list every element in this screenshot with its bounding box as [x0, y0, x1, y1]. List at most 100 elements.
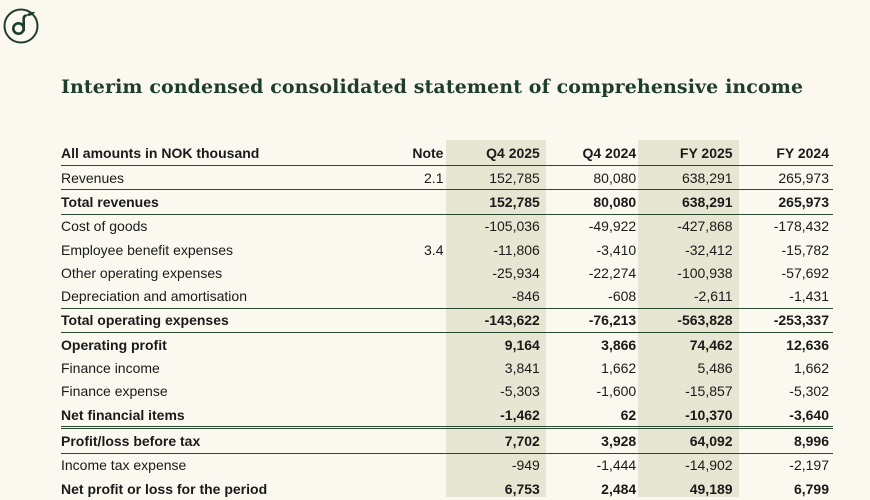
row-label: Revenues [61, 169, 125, 186]
value-q4-2024: -49,922 [543, 213, 641, 238]
table-row: Finance income 3,841 1,662 5,486 1,662 [61, 356, 833, 379]
value-q4-2025: 7,702 [447, 426, 544, 454]
value-fy-2024: -5,302 [789, 383, 829, 400]
value-q4-2024: -1,600 [596, 383, 637, 400]
value-fy-2024: -1,431 [789, 288, 829, 305]
value-q4-2024: -1,444 [543, 452, 641, 477]
value-fy-2025: 5,486 [697, 360, 733, 377]
table-row: Cost of goods -105,036 -49,922 -427,868 -178… [61, 213, 833, 238]
value-fy-2025: 638,291 [640, 189, 737, 215]
value-q4-2024: -22,274 [588, 264, 637, 281]
row-note [402, 356, 447, 379]
value-fy-2024: -253,337 [736, 307, 833, 333]
value-q4-2025: -846 [511, 288, 540, 305]
value-fy-2024: -15,782 [781, 241, 829, 258]
value-q4-2024: 2,484 [601, 480, 637, 497]
value-fy-2025: -10,370 [685, 406, 733, 423]
col-header-fy-2024: FY 2024 [736, 141, 833, 166]
row-label: Finance expense [61, 383, 168, 400]
value-q4-2024: 80,080 [593, 169, 637, 186]
table-row: Net profit or loss for the period 6,753 2,… [61, 477, 833, 500]
table-row: Revenues 2.1 152,785 80,080 638,291 265,973 [61, 166, 833, 190]
value-fy-2025: -32,412 [685, 241, 733, 258]
value-fy-2024: 1,662 [793, 360, 829, 377]
value-fy-2025: -14,902 [640, 452, 737, 477]
table-row: Net financial items -1,462 62 -10,370 -3,640 [61, 403, 833, 428]
note-header: Note [402, 141, 448, 166]
value-q4-2025: 3,841 [504, 360, 540, 377]
value-fy-2024: -2,197 [736, 452, 833, 477]
value-q4-2025: -5,303 [500, 383, 540, 400]
row-note [402, 426, 448, 454]
row-note [402, 213, 448, 238]
value-fy-2024: 8,996 [736, 426, 833, 454]
value-q4-2024: 1,662 [601, 360, 637, 377]
row-label: Total operating expenses [61, 307, 403, 333]
value-fy-2024: 265,973 [736, 189, 833, 215]
table-row: Employee benefit expenses 3.4 -11,806 -3,41… [61, 238, 833, 261]
row-label: Net financial items [61, 406, 185, 423]
row-label: Net profit or loss for the period [61, 480, 268, 497]
value-fy-2024: 6,799 [793, 480, 829, 497]
value-q4-2024: -3,410 [596, 241, 637, 258]
value-q4-2025: -11,806 [493, 241, 540, 258]
value-fy-2025: 49,189 [689, 480, 733, 497]
table-row: Depreciation and amortisation -846 -608 -2,… [61, 284, 833, 308]
row-note: 3.4 [424, 241, 444, 258]
value-q4-2025: -143,622 [447, 307, 544, 333]
row-note [402, 403, 447, 428]
value-q4-2024: 3,866 [543, 332, 641, 357]
value-fy-2025: 64,092 [640, 426, 737, 454]
value-q4-2025: -25,934 [492, 264, 540, 281]
value-q4-2024: -608 [608, 288, 637, 305]
row-label: Total revenues [61, 189, 403, 215]
row-label: Depreciation and amortisation [61, 288, 247, 305]
value-fy-2025: 74,462 [640, 332, 737, 357]
page-title: Interim condensed consolidated statement… [61, 76, 804, 98]
row-note [402, 284, 447, 308]
row-note [402, 452, 448, 477]
row-label: Cost of goods [61, 213, 403, 238]
value-q4-2025: -949 [447, 452, 544, 477]
row-label: Finance income [61, 360, 160, 377]
col-header-fy-2025: FY 2025 [640, 141, 737, 166]
table-row: Finance expense -5,303 -1,600 -15,857 -5,302 [61, 380, 833, 403]
value-q4-2025: -105,036 [447, 213, 544, 238]
value-q4-2024: 3,928 [543, 426, 641, 454]
value-q4-2025: 152,785 [489, 169, 540, 186]
value-fy-2025: -100,938 [677, 264, 733, 281]
row-note: 2.1 [424, 169, 444, 186]
value-fy-2025: 638,291 [681, 169, 733, 186]
col-header-q4-2024: Q4 2024 [543, 141, 641, 166]
row-label: Profit/loss before tax [61, 426, 403, 454]
row-label: Other operating expenses [61, 264, 223, 281]
value-fy-2024: -178,432 [736, 213, 833, 238]
row-note [402, 332, 448, 357]
value-fy-2024: 12,636 [736, 332, 833, 357]
row-note [402, 261, 447, 284]
col-header-q4-2025: Q4 2025 [447, 141, 544, 166]
amounts-unit-header: All amounts in NOK thousand [61, 141, 403, 166]
row-label: Employee benefit expenses [61, 241, 233, 258]
table-row: Income tax expense -949 -1,444 -14,902 -2,19… [61, 452, 833, 477]
value-fy-2025: -15,857 [685, 383, 733, 400]
income-statement-table: All amounts in NOK thousand Note Q4 2025… [61, 141, 833, 500]
table-row: Operating profit 9,164 3,866 74,462 12,636 [61, 332, 833, 357]
value-q4-2025: 9,164 [447, 332, 544, 357]
row-note [402, 380, 447, 403]
row-label: Operating profit [61, 332, 403, 357]
row-label: Income tax expense [61, 452, 403, 477]
value-fy-2024: -57,692 [781, 264, 829, 281]
value-q4-2024: 62 [620, 406, 637, 423]
value-fy-2025: -2,611 [693, 288, 733, 305]
table-row: Total operating expenses -143,622 -76,213 -… [61, 307, 833, 333]
table-row: Total revenues 152,785 80,080 638,291 265,97… [61, 189, 833, 215]
table-row: Profit/loss before tax 7,702 3,928 64,092 8,… [61, 426, 833, 454]
value-q4-2025: 152,785 [447, 189, 544, 215]
value-fy-2024: 265,973 [778, 169, 829, 186]
value-q4-2024: -76,213 [543, 307, 641, 333]
table-header-row: All amounts in NOK thousand Note Q4 2025… [61, 141, 833, 166]
value-fy-2025: -427,868 [640, 213, 737, 238]
value-fy-2024: -3,640 [789, 406, 829, 423]
table-row: Other operating expenses -25,934 -22,274 -1… [61, 261, 833, 284]
